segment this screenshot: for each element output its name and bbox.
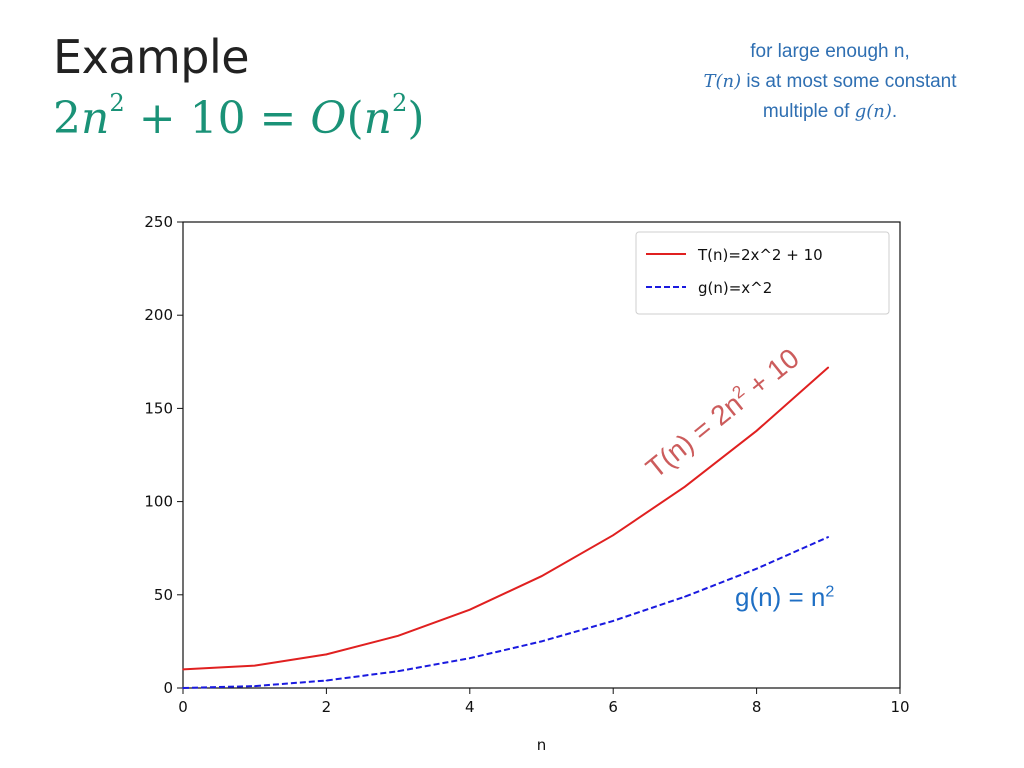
y-tick-label: 50 [154,586,173,604]
big-o-formula: 2n2 + 10 = O(n2) [53,91,425,144]
plot-frame [182,221,901,689]
formula-big-o: O [310,93,347,144]
x-axis-label: n [537,736,547,754]
data-point [325,653,328,656]
data-point [253,685,256,687]
note-line-2: T(n) is at most some constant [640,67,1020,97]
data-point [325,679,328,682]
data-point [684,485,686,488]
note-line-3-post: . [891,101,898,122]
slide-title: Example [53,30,250,84]
y-tick-label: 250 [144,213,173,231]
data-point [827,366,830,369]
formula-var: n [81,93,110,144]
data-point [397,670,399,673]
note-line-3: multiple of g(n). [640,97,1020,127]
x-tick-label: 0 [178,698,188,716]
formula-coef: 2 [53,93,81,144]
y-tick-label: 100 [144,493,173,511]
y-tick-label: 200 [144,306,173,324]
g-n-annotation: g(n) = n2 [735,582,834,613]
data-point [755,567,758,570]
x-tick-label: 2 [322,698,332,716]
data-point [612,620,614,622]
g-n-annotation-exp: 2 [825,582,835,601]
y-tick-label: 0 [163,679,173,697]
data-point [469,608,471,611]
y-tick-label: 150 [144,399,173,417]
legend-box [635,231,890,315]
note-line-2-text: is at most some constant [741,71,957,92]
g-n-annotation-text: g(n) = n [735,582,826,612]
legend-label: T(n)=2x^2 + 10 [697,246,823,264]
data-point [827,536,830,538]
data-point [540,640,543,643]
note-fn-t: T(n) [703,71,742,92]
x-tick-label: 8 [752,698,762,716]
formula-paren-close: ) [407,93,425,144]
x-tick-label: 6 [608,698,618,716]
formula-exp-2: 2 [392,89,408,118]
note-fn-g: g(n) [854,101,892,122]
formula-paren-open: ( [346,93,364,144]
data-point [253,664,256,667]
data-point [540,575,543,577]
series-line-t-n [182,366,829,671]
data-point [182,668,184,671]
note-line-1: for large enough n, [750,41,910,62]
data-point [397,635,399,637]
formula-exp: 2 [109,89,125,118]
legend-label: g(n)=x^2 [698,279,772,297]
definition-note: for large enough n, T(n) is at most some… [640,37,1020,127]
data-point [469,657,471,659]
note-line-3-pre: multiple of [762,101,855,122]
data-point [755,429,758,432]
x-tick-label: 4 [465,698,475,716]
formula-rest: + 10 = [124,93,311,144]
data-point [182,687,184,689]
series-line-g-n [182,536,829,689]
data-point [612,534,614,536]
data-point [684,595,686,598]
x-tick-label: 10 [890,698,909,716]
formula-var-2: n [363,93,392,144]
